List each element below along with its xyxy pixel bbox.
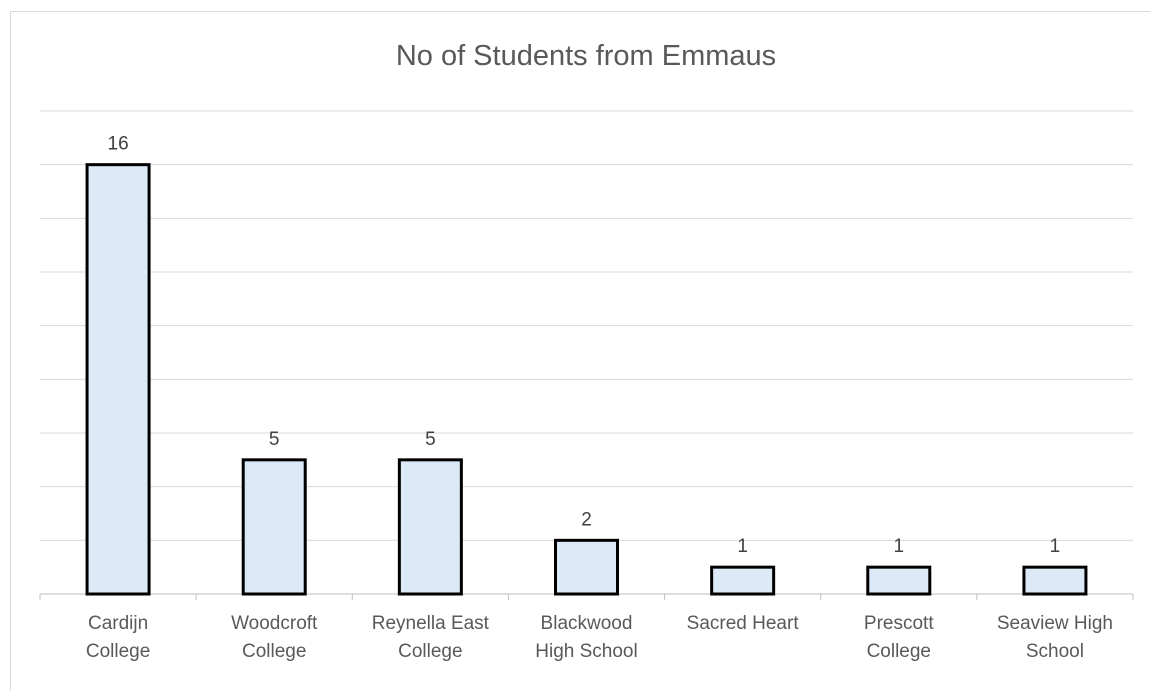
data-label: 5 — [269, 429, 280, 450]
x-tick-label: Woodcroft — [231, 613, 318, 634]
bar — [85, 163, 151, 596]
x-tick-label: Prescott — [864, 613, 934, 634]
x-tick-label: College — [867, 641, 931, 662]
data-label: 2 — [581, 509, 592, 530]
x-tick-label: Cardijn — [88, 613, 148, 634]
x-tick-label: Sacred Heart — [687, 613, 800, 634]
bar — [554, 538, 619, 596]
data-label: 1 — [893, 536, 904, 557]
data-label: 1 — [737, 536, 748, 557]
x-tick-label: Reynella East — [372, 613, 490, 634]
bar — [710, 565, 776, 596]
bar — [1022, 565, 1088, 596]
bar — [241, 458, 307, 596]
x-tick-label: Seaview High — [997, 613, 1113, 634]
data-label: 16 — [108, 134, 129, 155]
x-tick-label: School — [1026, 641, 1084, 662]
x-tick-label: Blackwood — [541, 613, 633, 634]
x-tick-label: College — [86, 641, 150, 662]
bar — [866, 565, 932, 596]
gridlines — [40, 110, 1133, 541]
x-tick-label: College — [398, 641, 462, 662]
x-tick-label: High School — [535, 641, 637, 662]
chart-title: No of Students from Emmaus — [395, 40, 777, 72]
data-label: 1 — [1050, 536, 1061, 557]
x-tick-label: College — [242, 641, 306, 662]
data-label: 5 — [425, 429, 436, 450]
chart-frame — [10, 11, 1150, 691]
bar — [397, 458, 463, 596]
